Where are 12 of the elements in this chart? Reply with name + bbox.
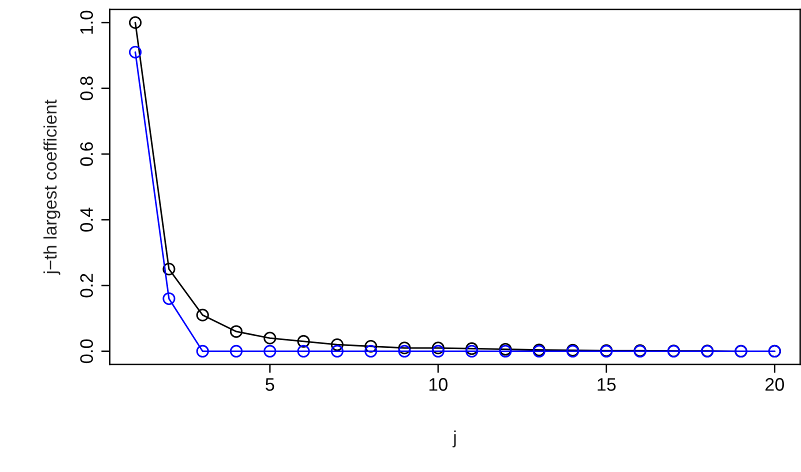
x-tick-label: 5 bbox=[266, 378, 274, 391]
x-tick-label: 20 bbox=[765, 378, 784, 391]
x-axis-title: j bbox=[452, 430, 456, 448]
y-tick-label: 0.8 bbox=[80, 76, 93, 100]
x-tick-label: 15 bbox=[598, 378, 616, 391]
y-tick-label: 0.0 bbox=[80, 339, 93, 364]
y-tick-label: 0.2 bbox=[80, 274, 93, 298]
y-axis-title: j−th largest coefficient bbox=[43, 100, 60, 275]
y-tick-label: 1.0 bbox=[80, 10, 93, 34]
x-tick-label: 10 bbox=[429, 378, 448, 391]
y-tick-label: 0.6 bbox=[80, 142, 93, 166]
y-tick-label: 0.4 bbox=[80, 208, 93, 232]
